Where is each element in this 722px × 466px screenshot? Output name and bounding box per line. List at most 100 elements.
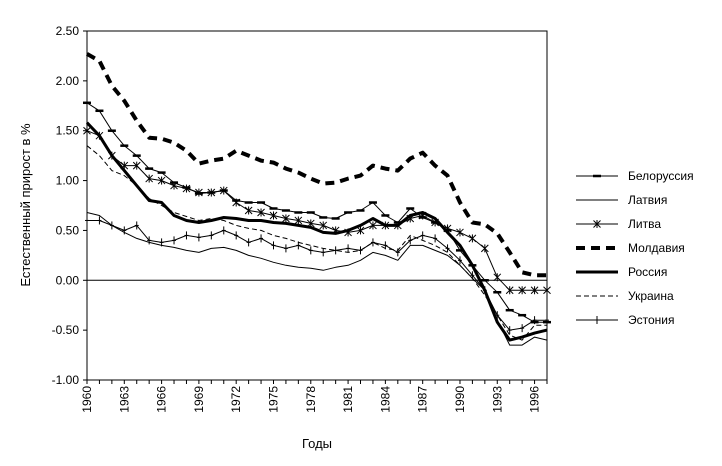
series-russia-line <box>85 121 548 342</box>
series-ukraina-line <box>86 145 547 341</box>
series-estonia-point <box>470 271 475 280</box>
series-litva-point <box>543 286 551 295</box>
x-axis-label: Годы <box>302 436 332 451</box>
series-litva-point <box>257 208 265 217</box>
series-layer <box>83 52 551 346</box>
series-ukraina <box>86 145 547 341</box>
series-estonia-line <box>87 220 547 331</box>
series-estonia-point <box>147 236 152 245</box>
x-tick-label: 1990 <box>453 386 467 413</box>
series-estonia-point <box>358 246 363 255</box>
x-tick-label: 1987 <box>416 386 430 413</box>
series-estonia-point <box>109 221 114 230</box>
series-litva-point <box>145 174 154 183</box>
x-tick-label: 1993 <box>490 386 504 413</box>
series-litva-point <box>493 273 502 282</box>
series-estonia-point <box>134 221 139 230</box>
x-tick-label: 1969 <box>192 386 206 413</box>
series-litva-point <box>195 188 203 197</box>
series-moldavia <box>86 52 547 278</box>
series-estonia-point <box>85 216 89 225</box>
series-estonia-point <box>507 326 512 335</box>
legend-swatch-point <box>593 220 601 228</box>
y-axis-label: Естественный прирост в % <box>18 123 33 287</box>
y-axis: 2.50 2.00 1.50 1.00 0.50 0.00 -0.50 -1.00 <box>52 24 87 387</box>
legend: Белоруссия Латвия Литва Молдавия Россия Украи… <box>576 169 694 327</box>
x-tick-label: 1978 <box>304 386 318 413</box>
series-estonia-point <box>370 238 375 247</box>
x-tick-label: 1996 <box>528 386 542 413</box>
series-estonia-point <box>271 241 276 250</box>
legend-label: Белоруссия <box>628 169 694 183</box>
x-tick-label: 1984 <box>378 386 392 413</box>
legend-label: Россия <box>628 265 667 279</box>
legend-item-latvia: Латвия <box>576 193 667 207</box>
x-tick-label: 1963 <box>117 386 131 413</box>
series-estonia-point <box>259 234 264 243</box>
series-estonia-point <box>420 231 425 240</box>
legend-label: Молдавия <box>628 241 685 255</box>
legend-item-moldavia: Молдавия <box>576 241 685 255</box>
series-litva-point <box>530 286 539 295</box>
series-litva-point <box>83 126 91 135</box>
x-tick-label: 1975 <box>266 386 280 413</box>
series-litva-point <box>219 186 228 195</box>
series-litva-point <box>207 188 216 197</box>
series-litva-point <box>369 221 377 230</box>
series-litva-point <box>182 184 191 193</box>
legend-label: Латвия <box>628 193 667 207</box>
series-estonia-point <box>408 236 413 245</box>
legend-label: Эстония <box>628 313 675 327</box>
series-estonia-point <box>433 234 438 243</box>
series-estonia-point <box>209 231 214 240</box>
series-estonia-point <box>395 248 400 257</box>
series-litva-point <box>480 244 489 253</box>
series-estonia-point <box>445 244 450 253</box>
series-litva-point <box>505 286 514 295</box>
series-estonia-point <box>122 226 127 235</box>
legend-item-litva: Литва <box>576 217 661 231</box>
x-tick-label: 1981 <box>341 386 355 413</box>
y-tick-label: 1.00 <box>56 174 80 188</box>
series-estonia-point <box>296 241 301 250</box>
series-estonia-point <box>545 316 549 325</box>
series-litva-point <box>518 286 526 295</box>
series-litva-point <box>319 221 328 230</box>
series-russia <box>85 121 548 342</box>
series-estonia-point <box>221 226 226 235</box>
series-estonia-point <box>234 231 239 240</box>
legend-label: Украина <box>628 289 674 303</box>
series-estonia-point <box>246 238 251 247</box>
series-estonia-point <box>308 246 313 255</box>
series-litva-point <box>356 226 365 235</box>
y-tick-label: -1.00 <box>52 373 80 387</box>
y-tick-label: 0.50 <box>56 223 80 237</box>
series-moldavia-line <box>86 52 547 278</box>
y-tick-label: 2.50 <box>56 24 80 38</box>
series-estonia-point <box>532 316 537 325</box>
series-estonia-point <box>495 311 500 320</box>
x-tick-label: 1972 <box>229 386 243 413</box>
series-estonia-point <box>321 248 326 257</box>
legend-label: Литва <box>628 217 661 231</box>
series-estonia <box>85 216 549 335</box>
series-litva-point <box>282 214 290 223</box>
x-axis: 1960 1963 1966 1969 1972 1975 1978 1981 1984 1987… <box>80 380 548 413</box>
series-estonia-point <box>172 236 177 245</box>
series-estonia-point <box>333 246 338 255</box>
series-litva-point <box>132 161 141 170</box>
plot-area <box>86 30 548 381</box>
x-tick-label: 1960 <box>80 386 94 413</box>
series-litva-point <box>456 228 464 237</box>
series-estonia-point <box>184 231 189 240</box>
legend-item-belorussia: Белоруссия <box>576 169 694 183</box>
legend-item-russia: Россия <box>576 265 667 279</box>
series-estonia-point <box>457 256 462 265</box>
series-estonia-point <box>97 216 102 225</box>
series-litva-point <box>170 181 178 190</box>
series-estonia-point <box>159 238 164 247</box>
series-estonia-point <box>283 244 288 253</box>
series-litva-point <box>294 216 303 225</box>
series-litva-line <box>86 130 547 291</box>
y-tick-label: 0.00 <box>56 273 80 287</box>
